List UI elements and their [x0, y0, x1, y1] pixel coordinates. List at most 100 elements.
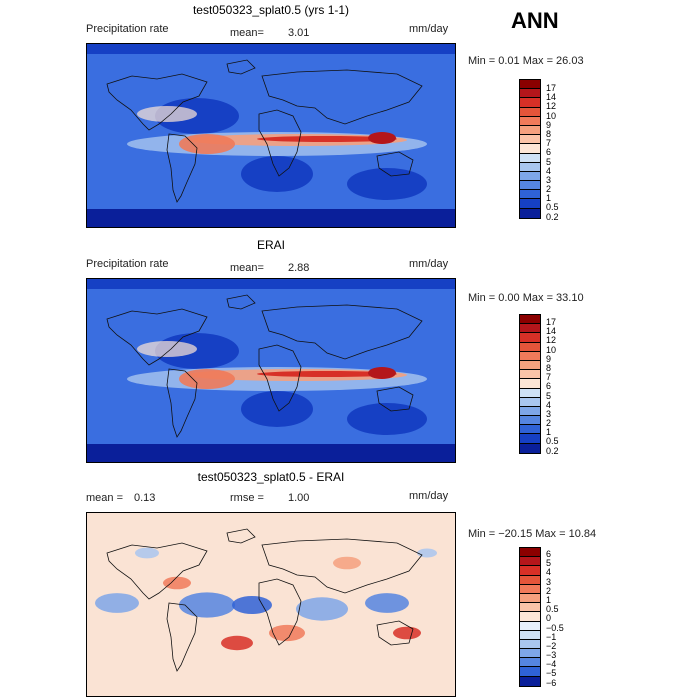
colorbar-tick-label: 0.2: [546, 445, 559, 456]
panel3-minmax: Min = −20.15 Max = 10.84: [468, 528, 597, 540]
colorbar-swatch: [520, 557, 540, 567]
colorbar-swatch: [520, 208, 540, 218]
colorbar-swatch: [520, 342, 540, 352]
colorbar-swatch: [520, 621, 540, 631]
colorbar-tick-label: 4: [546, 399, 552, 410]
panel3-map-svg: [87, 513, 455, 696]
colorbar-swatch: [520, 593, 540, 604]
colorbar-tick-label: 3: [546, 576, 552, 587]
colorbar-swatch: [520, 80, 540, 90]
colorbar-tick-label: 0.2: [546, 211, 559, 222]
colorbar-tick-label: 7: [546, 372, 552, 383]
colorbar-swatch: [520, 397, 540, 407]
colorbar-swatch: [520, 566, 540, 576]
colorbar-swatch: [520, 116, 540, 126]
colorbar-swatch: [520, 107, 540, 117]
colorbar-tick-label: 6: [546, 147, 552, 158]
colorbar-tick-label: 14: [546, 326, 557, 337]
panel3-rmse-label: rmse =: [230, 492, 264, 504]
colorbar-swatch: [520, 425, 540, 435]
panel3-colorbar-labels: 6 5 4 3 2 1 0.5 0 −0.5 −1 −2 −3 −4 −5 −6: [546, 549, 564, 688]
colorbar-tick-label: −5: [546, 668, 557, 679]
colorbar-tick-label: 4: [546, 567, 552, 578]
colorbar-swatch: [520, 434, 540, 444]
colorbar-tick-label: 0.5: [546, 604, 559, 615]
colorbar-swatch: [520, 548, 540, 558]
colorbar-swatch: [520, 89, 540, 99]
colorbar-swatch: [520, 324, 540, 334]
colorbar-swatch: [520, 649, 540, 659]
panel1-mean-value: 3.01: [288, 27, 310, 39]
panel2-units: mm/day: [409, 258, 449, 270]
colorbar-swatch: [520, 443, 540, 453]
colorbar-tick-label: 5: [546, 390, 552, 401]
colorbar-swatch: [520, 171, 540, 182]
panel1-colorbar: [519, 79, 541, 219]
colorbar-tick-label: −4: [546, 659, 557, 670]
panel1-units: mm/day: [409, 23, 449, 35]
colorbar-tick-label: −3: [546, 650, 557, 661]
colorbar-swatch: [520, 125, 540, 136]
panel1-mean-label: mean=: [230, 27, 264, 39]
panel2-colorbar: [519, 314, 541, 454]
colorbar-tick-label: 6: [546, 381, 552, 392]
panel1-title: test050323_splat0.5 (yrs 1-1): [192, 3, 350, 17]
panel2-map-svg: [87, 279, 455, 462]
colorbar-swatch: [520, 181, 540, 191]
colorbar-tick-label: 12: [546, 101, 557, 112]
colorbar-swatch: [520, 575, 540, 585]
panel3-mean-label: mean =: [86, 492, 123, 504]
colorbar-swatch: [520, 388, 540, 398]
colorbar-tick-label: 9: [546, 119, 552, 130]
panel1-map: [86, 43, 456, 228]
colorbar-tick-label: 1: [546, 193, 552, 204]
panel2-variable-label: Precipitation rate: [86, 258, 169, 270]
colorbar-tick-label: 0.5: [546, 436, 559, 447]
colorbar-swatch: [520, 135, 540, 145]
panel2-minmax: Min = 0.00 Max = 33.10: [468, 292, 584, 304]
colorbar-swatch: [520, 351, 540, 361]
panel2-title: ERAI: [256, 238, 285, 252]
colorbar-swatch: [520, 406, 540, 417]
colorbar-swatch: [520, 676, 540, 686]
panel3-mean-value: 0.13: [134, 492, 156, 504]
colorbar-tick-label: 12: [546, 335, 557, 346]
colorbar-tick-label: 7: [546, 138, 552, 149]
panel1-colorbar-labels: 17 14 12 10 9 8 7 6 5 4 3 2 1 0.5 0.2: [546, 83, 559, 222]
colorbar-swatch: [520, 333, 540, 343]
colorbar-swatch: [520, 199, 540, 209]
panel2-colorbar-labels: 17 14 12 10 9 8 7 6 5 4 3 2 1 0.5 0.2: [546, 317, 559, 456]
colorbar-tick-label: 8: [546, 362, 552, 373]
colorbar-tick-label: 9: [546, 353, 552, 364]
colorbar-swatch: [520, 370, 540, 380]
colorbar-tick-label: 10: [546, 344, 557, 355]
colorbar-swatch: [520, 360, 540, 371]
panel2-mean-value: 2.88: [288, 262, 310, 274]
colorbar-tick-label: 1: [546, 427, 552, 438]
season-label: ANN: [511, 8, 559, 33]
colorbar-swatch: [520, 98, 540, 108]
panel1-minmax: Min = 0.01 Max = 26.03: [468, 55, 584, 67]
colorbar-swatch: [520, 658, 540, 668]
colorbar-tick-label: 0: [546, 613, 552, 624]
colorbar-swatch: [520, 416, 540, 426]
colorbar-tick-label: 4: [546, 165, 552, 176]
colorbar-tick-label: −0.5: [546, 622, 564, 633]
colorbar-swatch: [520, 315, 540, 325]
colorbar-swatch: [520, 162, 540, 172]
colorbar-tick-label: 17: [546, 83, 557, 93]
colorbar-tick-label: −6: [546, 677, 557, 688]
colorbar-swatch: [520, 144, 540, 154]
colorbar-tick-label: 0.5: [546, 202, 559, 213]
panel3-rmse-value: 1.00: [288, 492, 310, 504]
panel1-map-svg: [87, 44, 455, 227]
colorbar-swatch: [520, 630, 540, 640]
panel3-title: test050323_splat0.5 - ERAI: [197, 470, 345, 484]
panel3-colorbar: [519, 547, 541, 687]
colorbar-tick-label: 2: [546, 418, 552, 429]
panel3-units: mm/day: [409, 490, 449, 502]
colorbar-tick-label: 3: [546, 408, 552, 419]
panel3-map: [86, 512, 456, 697]
colorbar-tick-label: 10: [546, 110, 557, 121]
colorbar-tick-label: 17: [546, 317, 557, 327]
